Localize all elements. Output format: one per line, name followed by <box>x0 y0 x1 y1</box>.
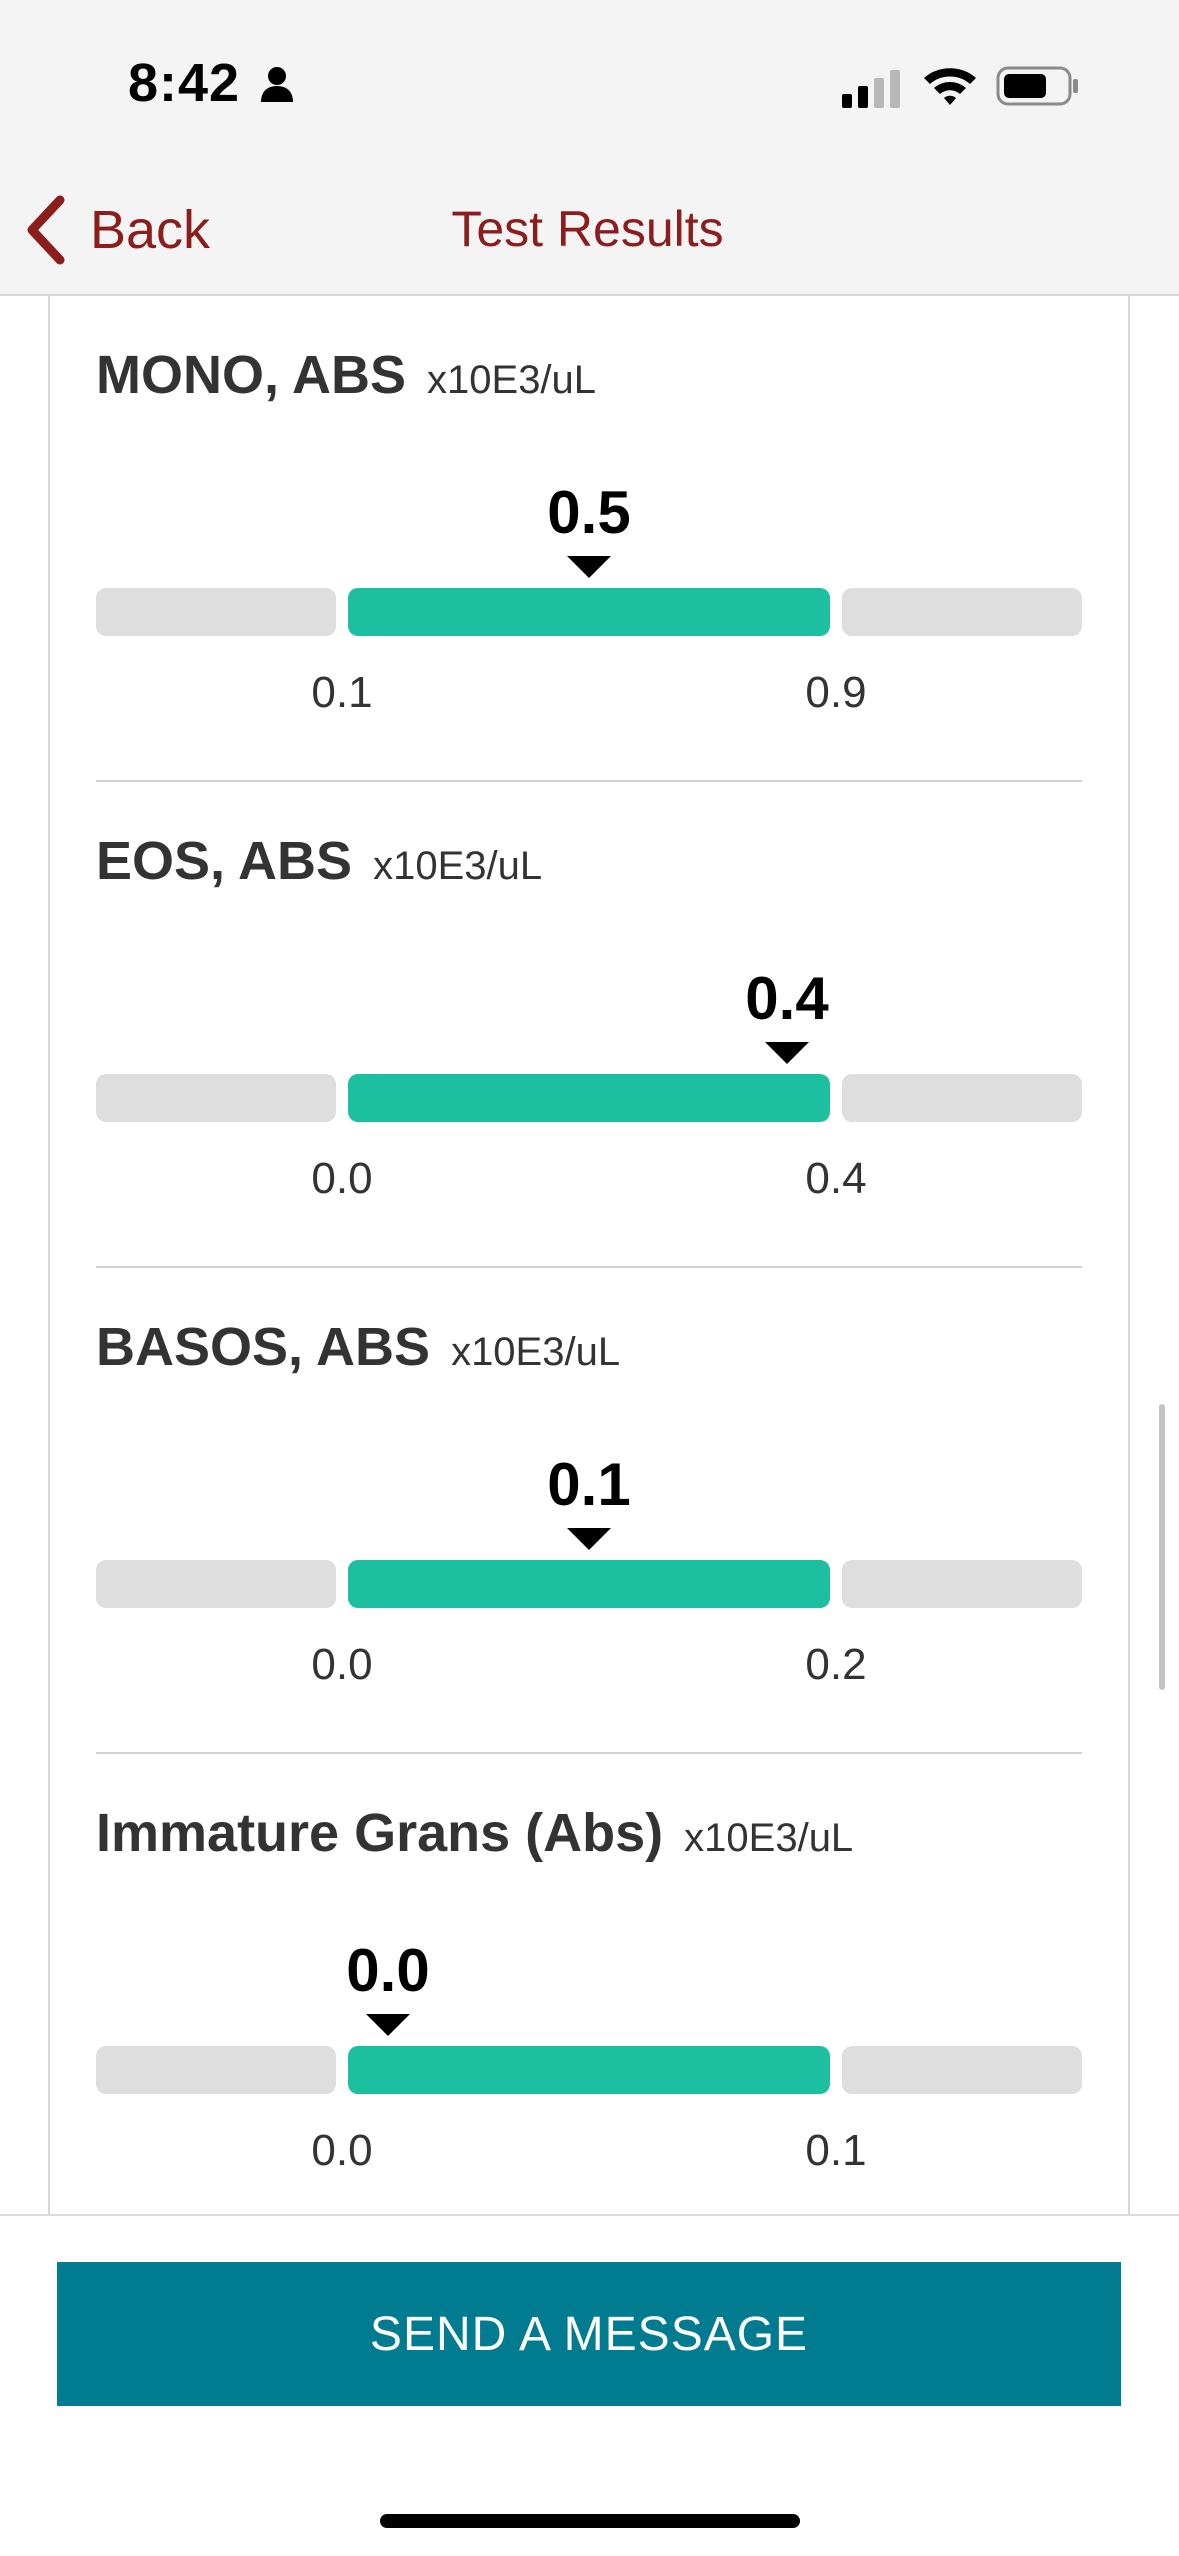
results-scroll-area[interactable]: MONO, ABS x10E3/uL 0.5 0.1 0.9 EOS, ABS … <box>0 296 1179 2214</box>
range-segment-low <box>96 1074 336 1122</box>
result-title: BASOS, ABS x10E3/uL <box>96 1316 620 1378</box>
range-segment-high <box>842 2046 1082 2094</box>
status-time: 8:42 <box>128 53 241 113</box>
result-name: Immature Grans (Abs) <box>96 1803 664 1863</box>
footer-divider <box>0 2214 1179 2216</box>
range-high-label: 0.9 <box>805 668 867 717</box>
result-value: 0.4 <box>745 965 829 1032</box>
result-name: EOS, ABS <box>96 831 353 891</box>
page-title-text: Test Results <box>451 201 724 257</box>
range-segment-normal <box>348 1074 830 1122</box>
result-item-immature-grans-abs: Immature Grans (Abs) x10E3/uL 0.0 0.0 0.… <box>96 1754 1082 2214</box>
range-segment-low <box>96 2046 336 2094</box>
range-bar <box>96 588 1082 636</box>
result-title: MONO, ABS x10E3/uL <box>96 344 596 406</box>
divider <box>96 1752 1082 1754</box>
panel-border-right <box>1128 296 1130 2214</box>
navigation-bar: Back Test Results <box>0 160 1179 296</box>
chevron-left-icon <box>27 195 65 265</box>
result-item-basos-abs: BASOS, ABS x10E3/uL 0.1 0.0 0.2 <box>96 1268 1082 1754</box>
range-bar <box>96 1074 1082 1122</box>
scrollbar-thumb[interactable] <box>1159 1404 1165 1690</box>
result-unit: x10E3/uL <box>684 1816 854 1860</box>
value-marker-icon <box>567 556 611 578</box>
range-segment-low <box>96 1560 336 1608</box>
range-segment-high <box>842 1560 1082 1608</box>
battery-icon <box>996 66 1078 106</box>
range-low-label: 0.0 <box>311 2126 373 2175</box>
result-value: 0.1 <box>547 1451 631 1518</box>
range-bar <box>96 1560 1082 1608</box>
range-segment-normal <box>348 1560 830 1608</box>
range-segment-low <box>96 588 336 636</box>
value-marker-icon <box>567 1528 611 1550</box>
back-label: Back <box>90 200 211 260</box>
range-high-label: 0.2 <box>805 1640 867 1689</box>
range-high-label: 0.4 <box>805 1154 867 1203</box>
result-value: 0.0 <box>346 1937 430 2004</box>
divider <box>96 1266 1082 1268</box>
page-title: Test Results <box>0 200 1179 258</box>
range-bar <box>96 2046 1082 2094</box>
value-marker-icon <box>366 2014 410 2036</box>
send-message-button[interactable]: SEND A MESSAGE <box>57 2262 1121 2406</box>
cellular-signal-icon <box>842 70 900 108</box>
range-segment-normal <box>348 588 830 636</box>
result-name: MONO, ABS <box>96 345 406 405</box>
result-value: 0.5 <box>547 479 631 546</box>
result-unit: x10E3/uL <box>427 358 597 402</box>
divider <box>96 780 1082 782</box>
result-name: BASOS, ABS <box>96 1317 431 1377</box>
result-unit: x10E3/uL <box>451 1330 621 1374</box>
result-item-eos-abs: EOS, ABS x10E3/uL 0.4 0.0 0.4 <box>96 782 1082 1268</box>
range-low-label: 0.0 <box>311 1154 373 1203</box>
status-bar: 8:42 <box>0 0 1179 160</box>
range-segment-normal <box>348 2046 830 2094</box>
result-item-mono-abs: MONO, ABS x10E3/uL 0.5 0.1 0.9 <box>96 296 1082 782</box>
result-title: Immature Grans (Abs) x10E3/uL <box>96 1802 853 1864</box>
range-high-label: 0.1 <box>805 2126 867 2175</box>
back-button[interactable]: Back <box>24 190 210 270</box>
range-segment-high <box>842 588 1082 636</box>
home-indicator[interactable] <box>380 2514 800 2528</box>
person-icon <box>261 67 293 102</box>
range-low-label: 0.1 <box>311 668 373 717</box>
wifi-icon <box>924 68 976 105</box>
result-unit: x10E3/uL <box>373 844 543 888</box>
range-low-label: 0.0 <box>311 1640 373 1689</box>
value-marker-icon <box>765 1042 809 1064</box>
result-title: EOS, ABS x10E3/uL <box>96 830 542 892</box>
panel-border-left <box>48 296 50 2214</box>
range-segment-high <box>842 1074 1082 1122</box>
